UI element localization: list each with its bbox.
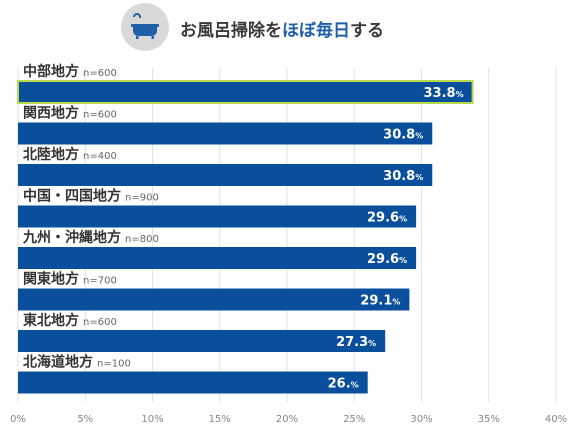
sample-size-label: n=700 bbox=[83, 276, 117, 287]
x-tick-label: 0% bbox=[10, 414, 26, 425]
bar-value-label: 33.8% bbox=[424, 86, 464, 101]
category-label: 東北地方 bbox=[23, 312, 79, 329]
bar-value-number: 29.6 bbox=[367, 211, 399, 226]
sample-size-label: n=400 bbox=[83, 151, 117, 162]
x-tick-label: 15% bbox=[209, 414, 231, 425]
bar-value-number: 29.6 bbox=[367, 252, 399, 267]
category-label: 中部地方 bbox=[23, 63, 79, 80]
title-highlight: ほぼ毎日 bbox=[282, 21, 350, 41]
bar bbox=[17, 80, 474, 104]
x-tick-label: 40% bbox=[545, 414, 567, 425]
bar-value-label: 26.% bbox=[328, 377, 359, 392]
category-label: 北陸地方 bbox=[23, 146, 79, 163]
bar-value-number: 27.3 bbox=[336, 335, 368, 350]
bar-value-label: 29.6% bbox=[367, 211, 407, 226]
bar-value-number: 30.8 bbox=[383, 128, 415, 143]
x-tick-label: 25% bbox=[343, 414, 365, 425]
bar-value-label: 27.3% bbox=[336, 335, 376, 350]
bar-value-unit: % bbox=[415, 173, 423, 182]
category-label: 中国・四国地方 bbox=[23, 188, 121, 205]
title-prefix: お風呂掃除を bbox=[180, 21, 282, 41]
bar-value-label: 29.1% bbox=[360, 294, 400, 309]
bar-value-unit: % bbox=[351, 381, 359, 390]
bar-value-unit: % bbox=[399, 215, 407, 224]
bar-value-label: 30.8% bbox=[383, 128, 423, 143]
bathtub-icon bbox=[121, 3, 169, 51]
sample-size-label: n=800 bbox=[125, 234, 159, 245]
bar-value-unit: % bbox=[415, 132, 423, 141]
category-label: 関西地方 bbox=[23, 105, 79, 122]
category-label: 九州・沖縄地方 bbox=[22, 229, 121, 246]
x-tick-label: 30% bbox=[410, 414, 432, 425]
bar bbox=[18, 122, 433, 145]
bar-value-unit: % bbox=[392, 298, 400, 307]
sample-size-label: n=100 bbox=[97, 359, 131, 370]
bar-value-unit: % bbox=[456, 90, 464, 99]
bar-value-number: 30.8 bbox=[383, 169, 415, 184]
category-label: 関東地方 bbox=[23, 271, 79, 288]
bar-value-label: 30.8% bbox=[383, 169, 423, 184]
sample-size-label: n=600 bbox=[83, 68, 117, 79]
bar bbox=[18, 205, 417, 228]
bar bbox=[18, 330, 386, 352]
sample-size-label: n=600 bbox=[83, 317, 117, 328]
bar bbox=[18, 371, 368, 394]
bar bbox=[18, 164, 433, 186]
bar-value-unit: % bbox=[368, 339, 376, 348]
x-tick-label: 10% bbox=[141, 414, 163, 425]
bar-value-number: 26. bbox=[328, 377, 351, 392]
x-tick-label: 35% bbox=[478, 414, 500, 425]
bar-value-number: 33.8 bbox=[424, 86, 456, 101]
category-label: 北海道地方 bbox=[23, 354, 93, 371]
sample-size-label: n=600 bbox=[83, 110, 117, 121]
bar-value-label: 29.6% bbox=[367, 252, 407, 267]
chart-title: お風呂掃除をほぼ毎日する bbox=[180, 16, 384, 41]
sample-size-label: n=900 bbox=[125, 193, 159, 204]
x-tick-label: 5% bbox=[77, 414, 93, 425]
bar bbox=[18, 247, 417, 269]
bar bbox=[18, 288, 410, 311]
bar-value-number: 29.1 bbox=[360, 294, 392, 309]
x-tick-label: 20% bbox=[276, 414, 298, 425]
chart-header: お風呂掃除をほぼ毎日する bbox=[0, 0, 581, 56]
bar-value-unit: % bbox=[399, 256, 407, 265]
title-suffix: する bbox=[350, 21, 384, 41]
